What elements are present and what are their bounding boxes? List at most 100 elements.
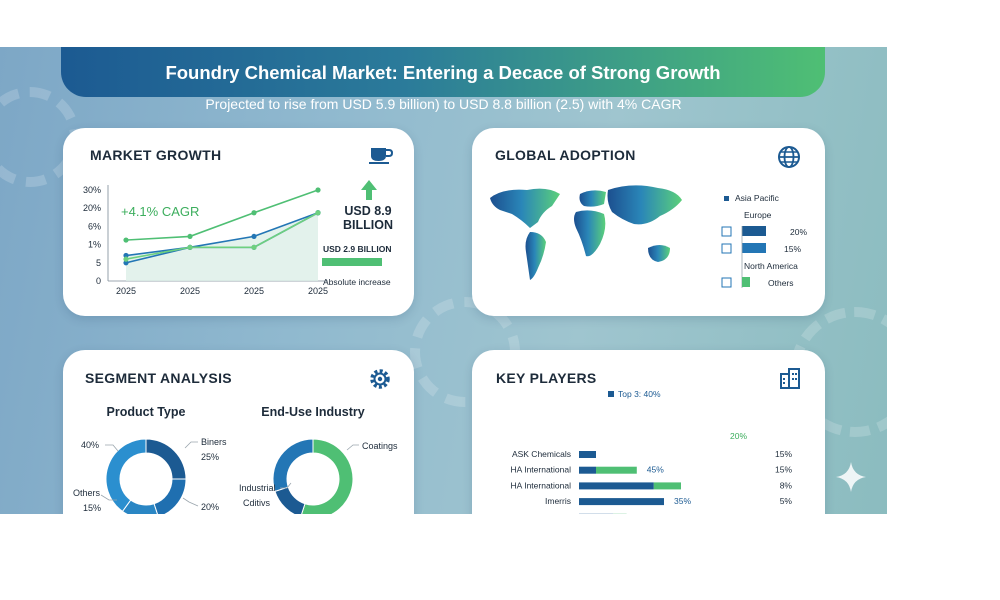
- enduse-label: Cditivs: [243, 498, 271, 508]
- usd-total-line1: USD 8.9: [344, 204, 391, 218]
- y-tick-label: 6%: [88, 221, 101, 231]
- building-mini-icon: [721, 226, 732, 237]
- product-label: 20%: [201, 502, 219, 512]
- series-point: [123, 256, 129, 262]
- gear-icon: [370, 369, 390, 389]
- series-line: [125, 189, 319, 241]
- key-players-card: KEY PLAYERS Top 3: 40% 20% ASK Chemicals…: [472, 350, 825, 514]
- page-subtitle: Projected to rise from USD 5.9 billion) …: [205, 96, 682, 112]
- player-share: 15%: [775, 465, 792, 475]
- asia-shape: [607, 185, 682, 225]
- donut-slice: [274, 486, 306, 514]
- series-point: [251, 210, 257, 216]
- series-point: [315, 210, 321, 216]
- region-bar: [742, 226, 766, 236]
- series-point: [187, 233, 193, 240]
- product-label: 15%: [83, 503, 101, 513]
- legend-swatch: [608, 391, 614, 397]
- series-point: [187, 244, 193, 250]
- player-name: Imerris: [545, 496, 571, 506]
- product-type-title: Product Type: [107, 405, 186, 419]
- cagr-label: +4.1% CAGR: [121, 204, 199, 219]
- end-use-title: End-Use Industry: [261, 405, 365, 419]
- segment-analysis-title: SEGMENT ANALYSIS: [85, 370, 232, 386]
- world-map: Asia Pacific Europe 20% 15% North America Oth…: [490, 185, 807, 288]
- product-label: 40%: [81, 440, 99, 450]
- player-bar-secondary: [596, 466, 637, 474]
- player-bar-label: 45%: [647, 465, 664, 475]
- player-bar-secondary: [653, 482, 681, 490]
- donut-slice: [153, 478, 187, 514]
- x-tick-label: 2025: [116, 286, 136, 296]
- mid-label: 20%: [730, 431, 747, 441]
- x-tick-label: 2025: [308, 286, 328, 296]
- series-line: [125, 212, 319, 260]
- player-bar: [579, 451, 596, 458]
- australia-shape: [648, 245, 670, 262]
- product-label: 25%: [201, 452, 219, 462]
- legend-label: Europe: [744, 210, 772, 220]
- series-line: [125, 211, 319, 257]
- player-bar-label: 35%: [674, 496, 691, 506]
- region-bar: [742, 243, 766, 253]
- y-tick-label: 0: [96, 276, 101, 286]
- enduse-label: Industrial: [239, 483, 276, 493]
- series-point: [123, 260, 129, 266]
- legend-label: Asia Pacific: [735, 193, 780, 203]
- usd-total-line2: BILLION: [343, 218, 393, 232]
- building-mini-icon: [721, 277, 732, 288]
- header-banner: Foundry Chemical Market: Entering a Deca…: [61, 47, 825, 97]
- donut-slice: [105, 438, 147, 513]
- series-point: [315, 187, 321, 193]
- player-name: Industrias-Alachiner: [496, 512, 571, 514]
- dashboard-background: Foundry Chemical Market: Entering a Deca…: [0, 47, 887, 514]
- north-america-shape: [490, 188, 560, 228]
- key-players-legend: Top 3: 40%: [618, 389, 661, 399]
- legend-swatch: [724, 196, 729, 201]
- europe-shape: [579, 190, 606, 207]
- player-name: ASK Chemicals: [512, 449, 571, 459]
- key-players-chart: Top 3: 40% 20% ASK Chemicals 15% HA Intern…: [496, 389, 793, 514]
- legend-value: 15%: [784, 244, 801, 254]
- series-point: [251, 233, 257, 240]
- y-tick-label: 20%: [83, 203, 101, 213]
- enduse-label: Coatings: [362, 441, 398, 451]
- player-share: 5%: [780, 512, 793, 514]
- usd-increase-label: USD 2.9 BILLION: [323, 244, 391, 254]
- legend-label: North America: [744, 261, 798, 271]
- market-growth-title: MARKET GROWTH: [90, 147, 222, 163]
- player-share: 8%: [780, 480, 793, 490]
- player-bar: [579, 482, 654, 490]
- x-tick-label: 2025: [180, 286, 200, 296]
- legend-value: 20%: [790, 227, 807, 237]
- y-tick-label: 30%: [83, 185, 101, 195]
- increase-bar: [322, 258, 382, 266]
- player-share: 5%: [780, 496, 793, 506]
- y-tick-label: 1%: [88, 240, 101, 250]
- x-tick-label: 2025: [244, 286, 264, 296]
- market-growth-card: MARKET GROWTH 30% 20% 6% 1% 5 0 2025 2025 2025 2…: [63, 128, 414, 316]
- player-share: 15%: [775, 449, 792, 459]
- region-bar: [742, 277, 750, 287]
- donut-slice: [145, 438, 187, 480]
- player-bar: [579, 466, 596, 474]
- series-point: [251, 244, 257, 250]
- legend-label: Others: [768, 278, 794, 288]
- segment-analysis-card: SEGMENT ANALYSIS Product Type End-Use In…: [63, 350, 414, 514]
- series-point: [123, 252, 129, 259]
- segment-donuts: Product Type End-Use Industry 40% Biners…: [73, 405, 398, 514]
- global-adoption-title: GLOBAL ADOPTION: [495, 147, 636, 163]
- building-mini-icon: [721, 243, 732, 254]
- page-title: Foundry Chemical Market: Entering a Deca…: [165, 62, 721, 83]
- key-players-title: KEY PLAYERS: [496, 370, 597, 386]
- arrow-up-icon: [361, 180, 377, 200]
- absolute-increase-label: Absolute increase: [323, 277, 391, 287]
- market-growth-chart: 30% 20% 6% 1% 5 0 2025 2025 2025 2025 +4.1% CAGR…: [83, 180, 393, 296]
- product-label: Others: [73, 488, 101, 498]
- africa-shape: [574, 210, 606, 257]
- cup-icon: [369, 148, 394, 164]
- product-label: Biners: [201, 437, 227, 447]
- player-name: HA International: [511, 480, 572, 490]
- y-tick-label: 5: [96, 258, 101, 268]
- player-name: HA International: [511, 465, 572, 475]
